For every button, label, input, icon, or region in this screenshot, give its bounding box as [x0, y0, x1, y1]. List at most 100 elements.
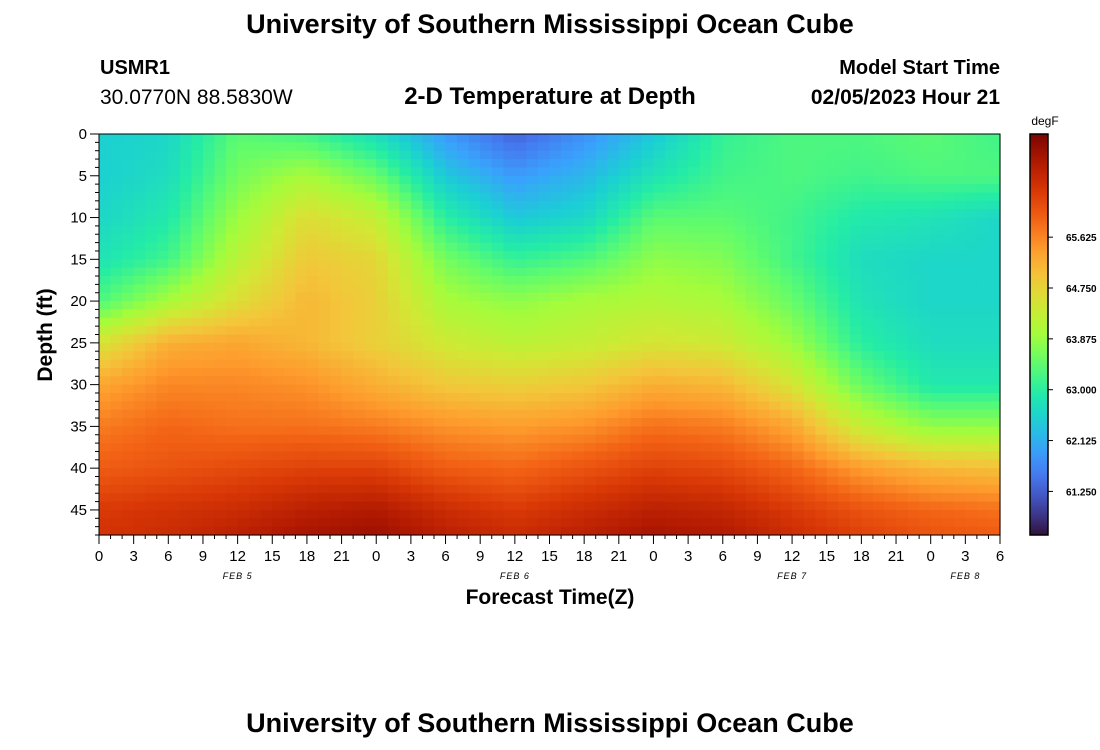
heatmap-cell [237, 301, 250, 311]
heatmap-cell [179, 376, 193, 386]
heatmap-cell [537, 284, 551, 294]
heatmap-cell [768, 192, 782, 202]
heatmap-cell [376, 192, 389, 202]
heatmap-cell [630, 342, 643, 352]
heatmap-cell [665, 167, 678, 177]
heatmap-cell [168, 150, 181, 160]
heatmap-cell [849, 234, 862, 244]
heatmap-cell [537, 225, 551, 235]
heatmap-cell [699, 159, 712, 169]
heatmap-cell [226, 351, 239, 361]
heatmap-cell [976, 250, 990, 260]
heatmap-cell [826, 309, 839, 319]
heatmap-cell [618, 234, 631, 244]
heatmap-cell [376, 401, 389, 411]
heatmap-cell [480, 225, 493, 235]
heatmap-cell [249, 150, 262, 160]
y-tick-label: 0 [79, 126, 87, 143]
heatmap-cell [942, 376, 955, 386]
heatmap-cell [341, 468, 354, 478]
heatmap-cell [872, 159, 886, 169]
heatmap-cell [757, 159, 770, 169]
heatmap-cell [584, 526, 597, 536]
heatmap-cell [618, 250, 631, 260]
heatmap-cell [699, 434, 712, 444]
heatmap-cell [838, 284, 851, 294]
heatmap-cell [618, 192, 631, 202]
heatmap-cell [468, 159, 481, 169]
heatmap-cell [896, 242, 909, 252]
heatmap-cell [364, 217, 377, 227]
heatmap-cell [838, 342, 851, 352]
heatmap-cell [341, 418, 354, 427]
heatmap-cell [618, 184, 631, 194]
heatmap-cell [653, 376, 666, 386]
heatmap-cell [630, 384, 643, 394]
heatmap-cell [826, 134, 839, 143]
heatmap-cell [145, 518, 158, 528]
heatmap-cell [191, 392, 204, 402]
heatmap-cell [803, 200, 816, 210]
heatmap-cell [838, 259, 851, 269]
heatmap-cell [353, 459, 366, 469]
heatmap-cell [699, 175, 712, 185]
heatmap-cell [942, 259, 955, 269]
heatmap-cell [988, 301, 1001, 311]
heatmap-cell [872, 142, 886, 152]
heatmap-cell [330, 409, 343, 419]
heatmap-cell [295, 175, 308, 185]
heatmap-cell [907, 234, 920, 244]
heatmap-cell [526, 259, 539, 269]
heatmap-cell [745, 392, 759, 402]
heatmap-cell [306, 434, 320, 444]
heatmap-cell [988, 225, 1001, 235]
heatmap-cell [468, 276, 481, 285]
heatmap-cell [907, 484, 920, 494]
heatmap-cell [803, 184, 816, 194]
heatmap-cell [272, 409, 285, 419]
heatmap-cell [838, 200, 851, 210]
heatmap-cell [896, 443, 909, 453]
heatmap-cell [595, 134, 608, 143]
heatmap-cell [491, 301, 504, 311]
heatmap-cell [399, 317, 412, 327]
heatmap-cell [514, 526, 527, 536]
heatmap-cell [168, 468, 181, 478]
x-tick-label: 21 [333, 548, 350, 565]
heatmap-cell [815, 484, 828, 494]
heatmap-cell [260, 284, 273, 294]
heatmap-cell [295, 376, 308, 386]
heatmap-cell [757, 359, 770, 369]
heatmap-cell [503, 359, 516, 369]
heatmap-cell [768, 225, 782, 235]
heatmap-cell [976, 409, 990, 419]
heatmap-cell [110, 276, 123, 285]
heatmap-cell [838, 501, 851, 511]
heatmap-cell [815, 184, 828, 194]
heatmap-cell [896, 468, 909, 478]
heatmap-cell [110, 167, 123, 177]
heatmap-cell [410, 376, 424, 386]
heatmap-cell [618, 484, 631, 494]
heatmap-cell [942, 501, 955, 511]
heatmap-cell [757, 167, 770, 177]
heatmap-cell [457, 167, 470, 177]
heatmap-cell [364, 242, 377, 252]
heatmap-cell [699, 192, 712, 202]
heatmap-cell [653, 392, 666, 402]
heatmap-cell [988, 326, 1001, 336]
heatmap-cell [803, 167, 816, 177]
heatmap-cell [584, 501, 597, 511]
heatmap-cell [815, 217, 828, 227]
heatmap-cell [249, 401, 262, 411]
heatmap-cell [572, 259, 585, 269]
heatmap-cell [480, 526, 493, 536]
heatmap-cell [526, 276, 539, 285]
heatmap-cell [122, 217, 135, 227]
heatmap-cell [792, 134, 805, 143]
heatmap-cell [145, 476, 158, 486]
heatmap-cell [711, 184, 724, 194]
heatmap-cell [503, 451, 516, 461]
heatmap-cell [815, 259, 828, 269]
heatmap-cell [965, 200, 978, 210]
